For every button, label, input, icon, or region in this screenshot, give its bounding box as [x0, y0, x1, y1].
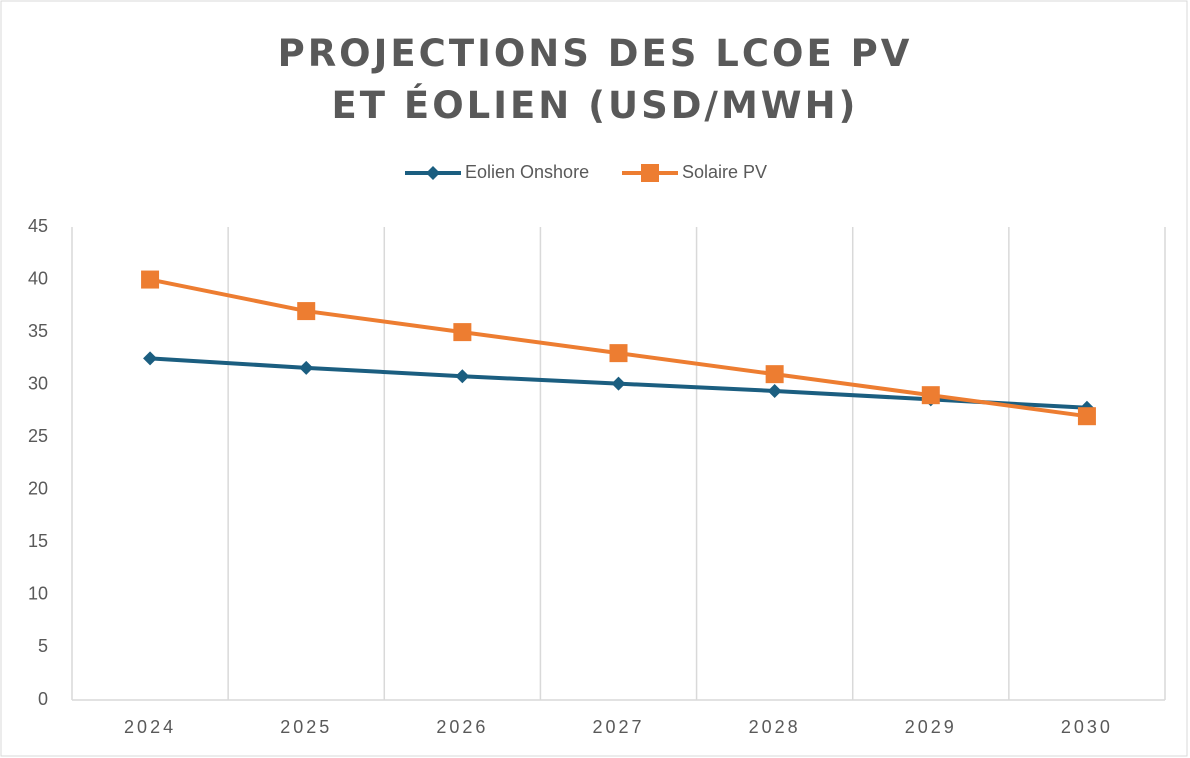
x-tick-label: 2028 [749, 717, 801, 737]
x-tick-label: 2024 [124, 717, 176, 737]
y-tick-label: 10 [28, 584, 48, 604]
x-tick-label: 2030 [1061, 717, 1113, 737]
x-tick-label: 2025 [280, 717, 332, 737]
y-tick-label: 45 [28, 216, 48, 236]
data-point [609, 344, 628, 363]
data-point [299, 360, 314, 375]
x-tick-label: 2029 [905, 717, 957, 737]
data-point [455, 369, 470, 384]
y-tick-label: 15 [28, 531, 48, 551]
y-tick-label: 30 [28, 373, 48, 393]
x-tick-label: 2026 [436, 717, 488, 737]
data-point [611, 376, 626, 391]
legend-label: Solaire PV [682, 162, 767, 182]
data-point [765, 365, 784, 384]
data-point [921, 386, 940, 405]
legend-marker [426, 166, 440, 180]
data-point [141, 270, 160, 289]
data-point [453, 323, 472, 342]
data-point [297, 302, 316, 321]
y-tick-label: 35 [28, 321, 48, 341]
y-tick-label: 40 [28, 268, 48, 288]
y-tick-label: 25 [28, 426, 48, 446]
legend-label: Eolien Onshore [465, 162, 589, 182]
y-tick-label: 20 [28, 479, 48, 499]
data-point [143, 351, 158, 366]
data-point [1077, 407, 1096, 426]
chart-title: PROJECTIONS DES LCOE PV ET ÉOLIEN (USD/M… [277, 32, 913, 127]
legend-marker [641, 164, 659, 182]
y-tick-label: 5 [38, 636, 48, 656]
x-tick-label: 2027 [592, 717, 644, 737]
y-tick-label: 0 [38, 689, 48, 709]
data-point [767, 383, 782, 398]
